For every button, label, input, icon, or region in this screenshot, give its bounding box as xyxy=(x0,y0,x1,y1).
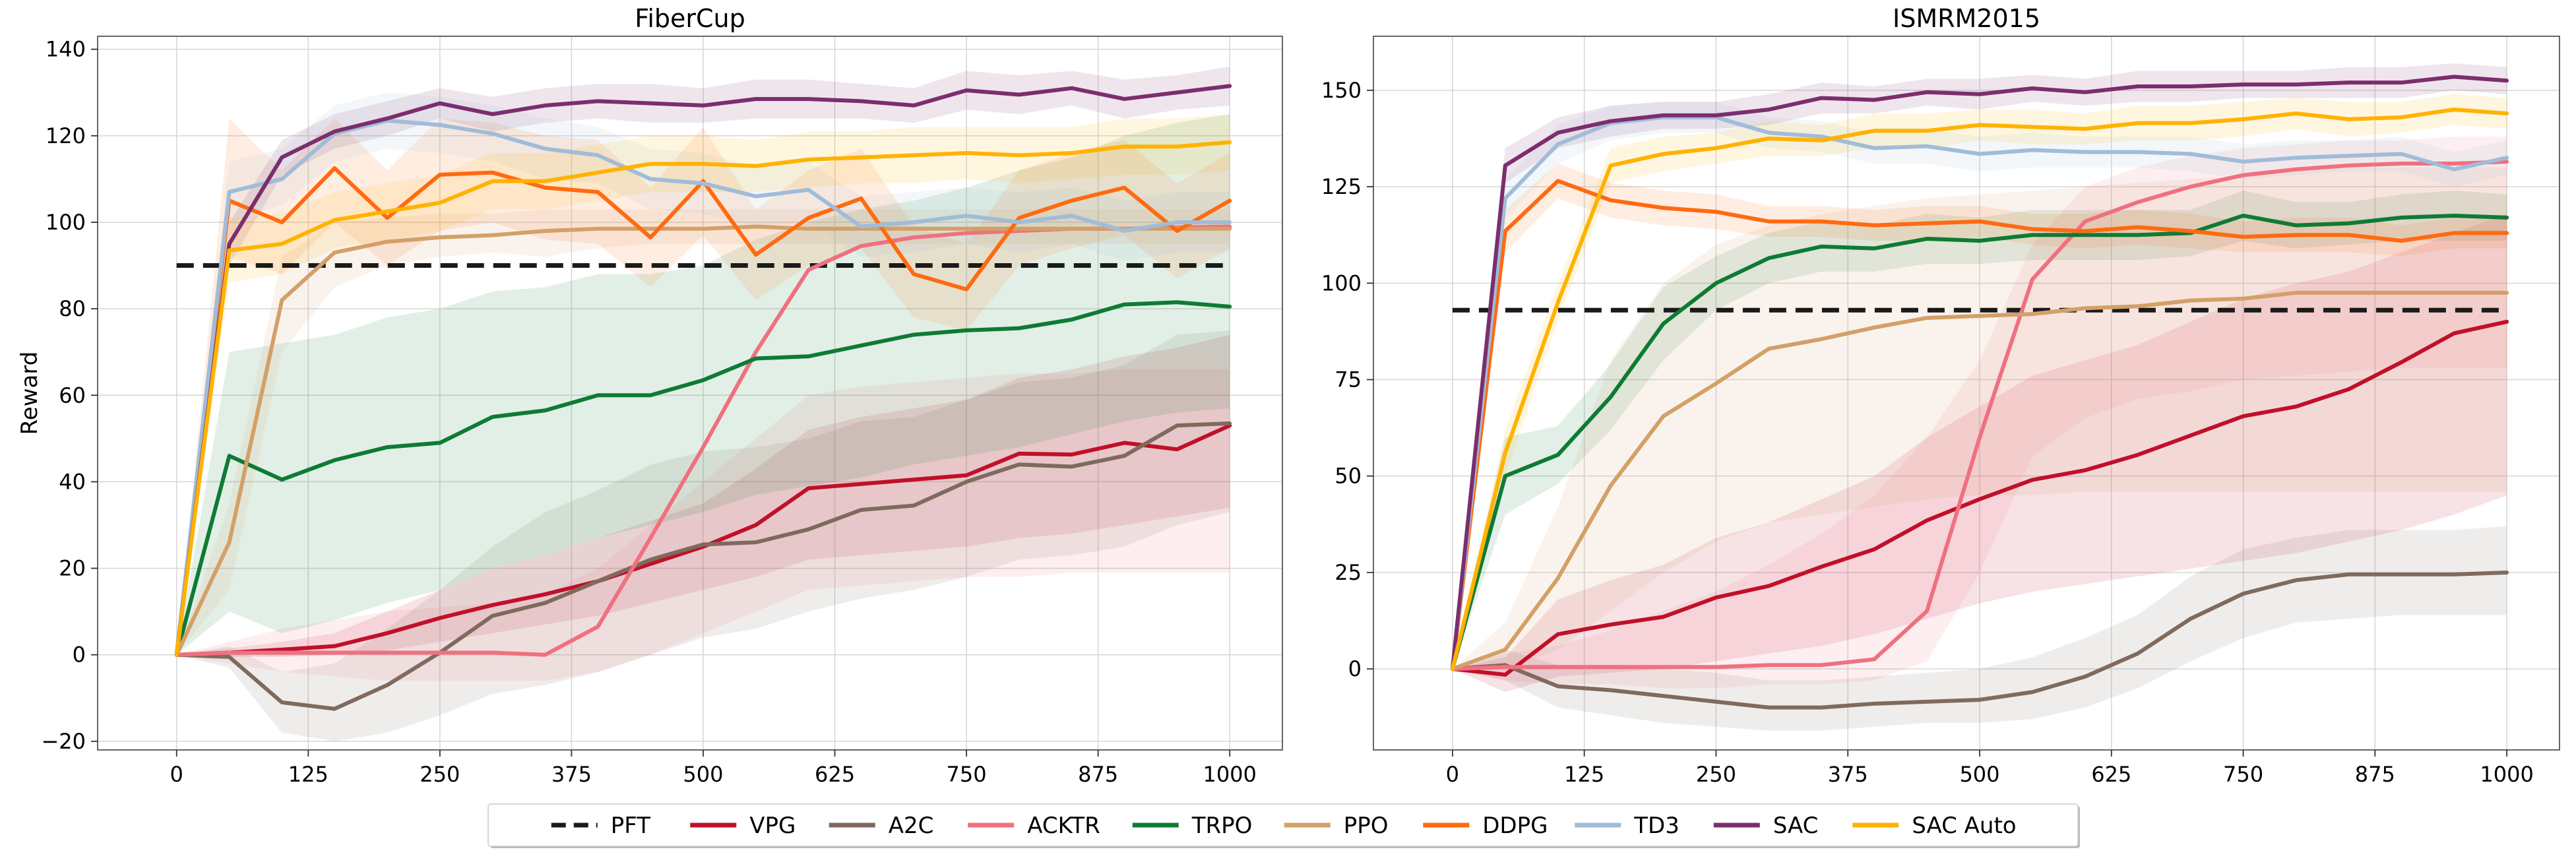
y-tick-label: 125 xyxy=(1321,174,1362,199)
legend-label: A2C xyxy=(889,813,934,839)
series-vpg xyxy=(1450,319,2509,677)
legend-item-sac-auto: SAC Auto xyxy=(1852,813,2017,839)
x-tick-label: 875 xyxy=(1078,762,1118,787)
series-a2c xyxy=(174,421,1232,711)
y-axis-label: Reward xyxy=(16,352,43,435)
x-tick-label: 625 xyxy=(2091,762,2131,787)
legend-label: ACKTR xyxy=(1027,813,1100,839)
band-ppo xyxy=(1452,167,2507,669)
band-td3 xyxy=(1452,102,2507,669)
band-sac-auto xyxy=(176,114,1230,655)
x-tick-label: 1000 xyxy=(2480,762,2533,787)
x-tick-label: 625 xyxy=(815,762,855,787)
legend-item-td3: TD3 xyxy=(1575,813,1680,839)
legend-item-sac: SAC xyxy=(1713,813,1819,839)
legend-item-ppo: PPO xyxy=(1284,813,1389,839)
series-trpo xyxy=(1450,213,2509,671)
x-tick-label: 750 xyxy=(947,762,987,787)
y-tick-label: 140 xyxy=(46,37,86,62)
y-tick-label: 60 xyxy=(59,383,86,408)
x-tick-label: 875 xyxy=(2355,762,2395,787)
band-sac xyxy=(1452,63,2507,669)
series-acktr xyxy=(1450,160,2509,671)
legend-item-pft: PFT xyxy=(551,813,650,839)
y-tick-label: 0 xyxy=(1348,656,1362,681)
grid xyxy=(98,36,1282,750)
band-trpo xyxy=(1452,190,2507,669)
legend-label: VPG xyxy=(749,813,796,839)
y-tick-label: 100 xyxy=(1321,270,1362,295)
band-acktr xyxy=(176,369,1230,681)
y-tick-label: 0 xyxy=(73,642,86,667)
y-tick-label: 75 xyxy=(1335,367,1362,392)
x-tick-label: 250 xyxy=(420,762,460,787)
y-tick-label: 50 xyxy=(1335,464,1362,489)
series-sac-auto xyxy=(1450,108,2509,671)
plot-area xyxy=(174,66,1232,741)
series-ddpg xyxy=(174,166,1232,657)
x-tick-label: 125 xyxy=(1564,762,1604,787)
legend-box xyxy=(487,803,2079,847)
chart-ismrm2015: 0 125 250 375 500 625 750 875 1000 0 25 50 75 100 125 1… xyxy=(1321,4,2560,787)
y-tick-label: 40 xyxy=(59,469,86,494)
band-acktr xyxy=(1452,137,2507,689)
y-tick-label: −20 xyxy=(41,729,86,754)
legend-item-trpo: TRPO xyxy=(1132,813,1253,839)
legend-item-ddpg: DDPG xyxy=(1423,813,1548,839)
legend-label: SAC Auto xyxy=(1912,813,2016,839)
y-tick-label: 120 xyxy=(46,123,86,148)
chart-title: FiberCup xyxy=(635,4,745,33)
band-vpg xyxy=(1452,214,2507,693)
legend-label: DDPG xyxy=(1482,813,1548,839)
series-a2c xyxy=(1450,570,2509,710)
plot-area xyxy=(1450,63,2509,731)
legend-label: TD3 xyxy=(1633,813,1680,839)
chart-title: ISMRM2015 xyxy=(1893,4,2040,33)
x-tick-label: 250 xyxy=(1696,762,1736,787)
series-ddpg xyxy=(1450,179,2509,671)
legend-item-a2c: A2C xyxy=(829,813,934,839)
legend-label: PPO xyxy=(1344,813,1389,839)
series-sac-auto xyxy=(174,140,1232,657)
y-tick-label: 20 xyxy=(59,556,86,581)
series-trpo xyxy=(174,300,1232,657)
x-tick-label: 750 xyxy=(2223,762,2263,787)
y-tick-label: 150 xyxy=(1321,78,1362,103)
band-trpo xyxy=(176,114,1230,655)
y-tick-label: 25 xyxy=(1335,560,1362,585)
x-tick-label: 125 xyxy=(288,762,329,787)
x-tick-label: 375 xyxy=(1828,762,1868,787)
legend-label: TRPO xyxy=(1191,813,1253,839)
x-tick-label: 375 xyxy=(551,762,592,787)
legend-label: PFT xyxy=(611,813,650,839)
series-vpg xyxy=(174,423,1232,657)
y-tick-label: 100 xyxy=(46,210,86,235)
legend: PFT VPG A2C ACKTR TRPO PPO DDPG TD3 SAC SAC Auto xyxy=(487,803,2080,848)
band-a2c xyxy=(1452,526,2507,731)
x-tick-label: 0 xyxy=(1446,762,1459,787)
x-tick-label: 0 xyxy=(170,762,183,787)
axes-frame xyxy=(97,36,1283,751)
x-tick-label: 500 xyxy=(683,762,723,787)
band-ddpg xyxy=(176,118,1230,655)
legend-item-vpg: VPG xyxy=(690,813,796,839)
band-vpg xyxy=(176,334,1230,658)
series-ppo xyxy=(1450,290,2509,671)
x-tick-label: 500 xyxy=(1959,762,1999,787)
y-tick-label: 80 xyxy=(59,296,86,321)
legend-label: SAC xyxy=(1773,813,1819,839)
chart-fibercup: 0 125 250 375 500 625 750 875 1000 −20 0 20 40 60 80 10… xyxy=(16,4,1283,787)
x-tick-label: 1000 xyxy=(1203,762,1256,787)
legend-item-acktr: ACKTR xyxy=(968,813,1100,839)
axes-frame xyxy=(1373,36,2560,751)
band-a2c xyxy=(176,330,1230,741)
series-sac xyxy=(1450,75,2509,671)
